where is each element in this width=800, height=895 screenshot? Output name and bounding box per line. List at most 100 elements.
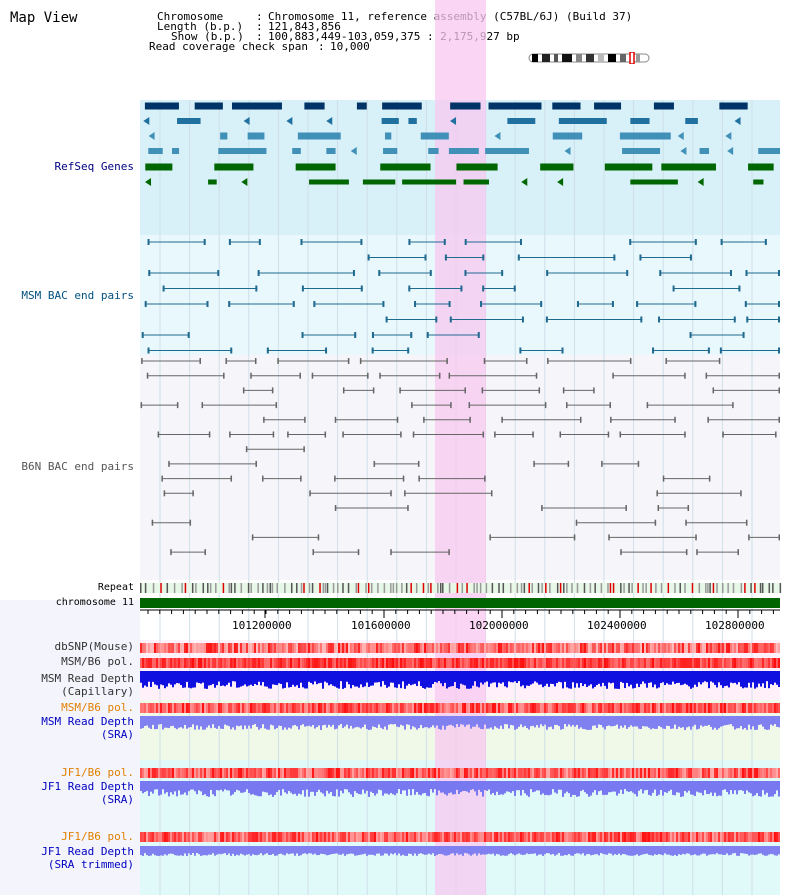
depth-bar (374, 716, 376, 728)
heat-cell (472, 643, 474, 653)
heat-cell (346, 658, 348, 668)
heat-cell (616, 832, 618, 842)
heat-cell (186, 658, 188, 668)
heat-cell (472, 832, 474, 842)
bac-end (684, 372, 686, 379)
heat-cell (488, 643, 490, 653)
bac-end (435, 316, 438, 323)
heat-cell (570, 768, 572, 778)
bac-end (778, 316, 780, 323)
heat-cell (756, 768, 758, 778)
heat-cell (564, 832, 566, 842)
depth-bar (772, 671, 774, 686)
heat-cell (702, 703, 704, 713)
bac-end (151, 519, 154, 526)
depth-bar (612, 781, 614, 792)
depth-bar (706, 716, 708, 726)
depth-bar (694, 716, 696, 725)
depth-bar (592, 781, 594, 793)
depth-bar (758, 781, 760, 797)
heat-cell (174, 703, 176, 713)
heat-cell (426, 768, 428, 778)
depth-bar (174, 781, 176, 792)
depth-bar (370, 716, 372, 730)
heat-cell (420, 768, 422, 778)
depth-bar (536, 671, 538, 683)
depth-bar (194, 671, 196, 688)
heat-cell (394, 703, 396, 713)
heat-cell (330, 703, 332, 713)
depth-bar (388, 781, 390, 795)
depth-bar (582, 671, 584, 687)
depth-bar (596, 671, 598, 686)
heat-cell (594, 658, 596, 668)
heat-cell (662, 768, 664, 778)
depth-bar (560, 846, 562, 856)
heat-cell (442, 703, 444, 713)
heat-cell (384, 768, 386, 778)
depth-bar (456, 716, 458, 725)
heat-cell (560, 832, 562, 842)
heat-cell (274, 703, 276, 713)
depth-bar (474, 781, 476, 792)
depth-bar (650, 781, 652, 796)
heat-cell (234, 703, 236, 713)
heat-cell (396, 643, 398, 653)
heat-cell (380, 643, 382, 653)
heat-cell (616, 643, 618, 653)
bac-end (141, 358, 143, 364)
heat-cell (618, 703, 620, 713)
heat-cell (256, 643, 258, 653)
heat-cell (210, 658, 212, 668)
heat-cell (434, 832, 436, 842)
depth-bar (446, 716, 448, 726)
depth-bar (182, 846, 184, 856)
depth-bar (336, 846, 338, 854)
heat-cell (302, 643, 304, 653)
depth-bar (434, 781, 436, 790)
heat-cell (482, 768, 484, 778)
heat-cell (468, 768, 470, 778)
depth-bar (326, 671, 328, 683)
depth-bar (398, 716, 400, 728)
heat-cell (366, 643, 368, 653)
heat-cell (170, 768, 172, 778)
heat-cell (694, 643, 696, 653)
heat-cell (400, 832, 402, 842)
heat-cell (600, 832, 602, 842)
gene-arrow (680, 147, 687, 155)
depth-bar (326, 716, 328, 728)
heat-cell (310, 658, 312, 668)
heat-cell (236, 703, 238, 713)
heat-cell (264, 703, 266, 713)
heat-cell (246, 832, 248, 842)
depth-bar (300, 846, 302, 856)
chromosome-ideogram[interactable] (528, 52, 652, 64)
depth-bar (512, 846, 514, 855)
depth-bar (522, 716, 524, 728)
depth-bar (246, 716, 248, 729)
heat-cell (608, 643, 610, 653)
depth-bar (532, 846, 534, 854)
heat-cell (696, 832, 698, 842)
bac-end (230, 347, 233, 354)
heat-cell (242, 832, 244, 842)
depth-bar (754, 716, 756, 730)
heat-cell (718, 703, 720, 713)
jf1-b6-pol-2-label: JF1/B6 pol. (61, 830, 134, 843)
heat-cell (626, 658, 628, 668)
heat-cell (748, 703, 750, 713)
depth-bar (334, 846, 336, 854)
heat-cell (418, 643, 420, 653)
heat-cell (628, 643, 630, 653)
heat-cell (604, 832, 606, 842)
depth-bar (666, 846, 668, 855)
depth-bar (376, 671, 378, 683)
heat-cell (308, 703, 310, 713)
heat-cell (676, 832, 678, 842)
repeat-mark (222, 583, 225, 593)
depth-bar (730, 781, 732, 791)
depth-bar (406, 846, 408, 856)
heat-cell (700, 643, 702, 653)
